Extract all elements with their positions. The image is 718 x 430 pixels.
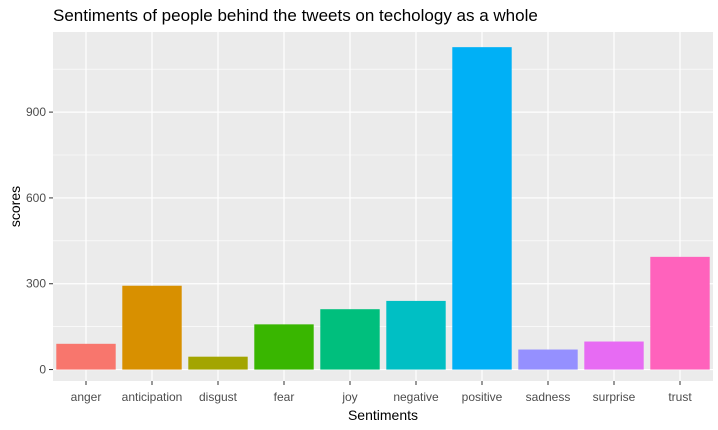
chart-title: Sentiments of people behind the tweets o… (53, 6, 538, 25)
x-tick-label: fear (274, 390, 295, 404)
bar-disgust (188, 356, 248, 370)
y-tick-label: 600 (26, 191, 46, 205)
y-tick-label: 900 (26, 105, 46, 119)
x-tick-label: joy (341, 390, 357, 404)
bar-anticipation (122, 285, 182, 370)
x-tick-label: anger (71, 390, 102, 404)
bar-positive (452, 47, 512, 370)
bar-anger (56, 343, 116, 370)
bar-trust (650, 256, 710, 370)
bar-negative (386, 300, 446, 370)
bar-joy (320, 309, 380, 370)
y-tick-label: 300 (26, 277, 46, 291)
x-tick-label: surprise (593, 390, 636, 404)
x-tick-label: sadness (526, 390, 571, 404)
bar-surprise (584, 341, 644, 370)
x-tick-label: positive (462, 390, 503, 404)
y-tick-label: 0 (39, 363, 46, 377)
x-axis: anger anticipation disgust fear joy negative p… (71, 381, 692, 404)
y-axis: 0 300 600 900 (26, 105, 53, 377)
x-tick-label: disgust (199, 390, 238, 404)
bars (56, 47, 710, 370)
x-tick-label: anticipation (122, 390, 183, 404)
bar-sadness (518, 349, 578, 370)
x-axis-title: Sentiments (348, 407, 418, 423)
x-tick-label: trust (668, 390, 692, 404)
y-axis-title: scores (7, 186, 23, 227)
x-tick-label: negative (393, 390, 439, 404)
bar-fear (254, 324, 314, 370)
